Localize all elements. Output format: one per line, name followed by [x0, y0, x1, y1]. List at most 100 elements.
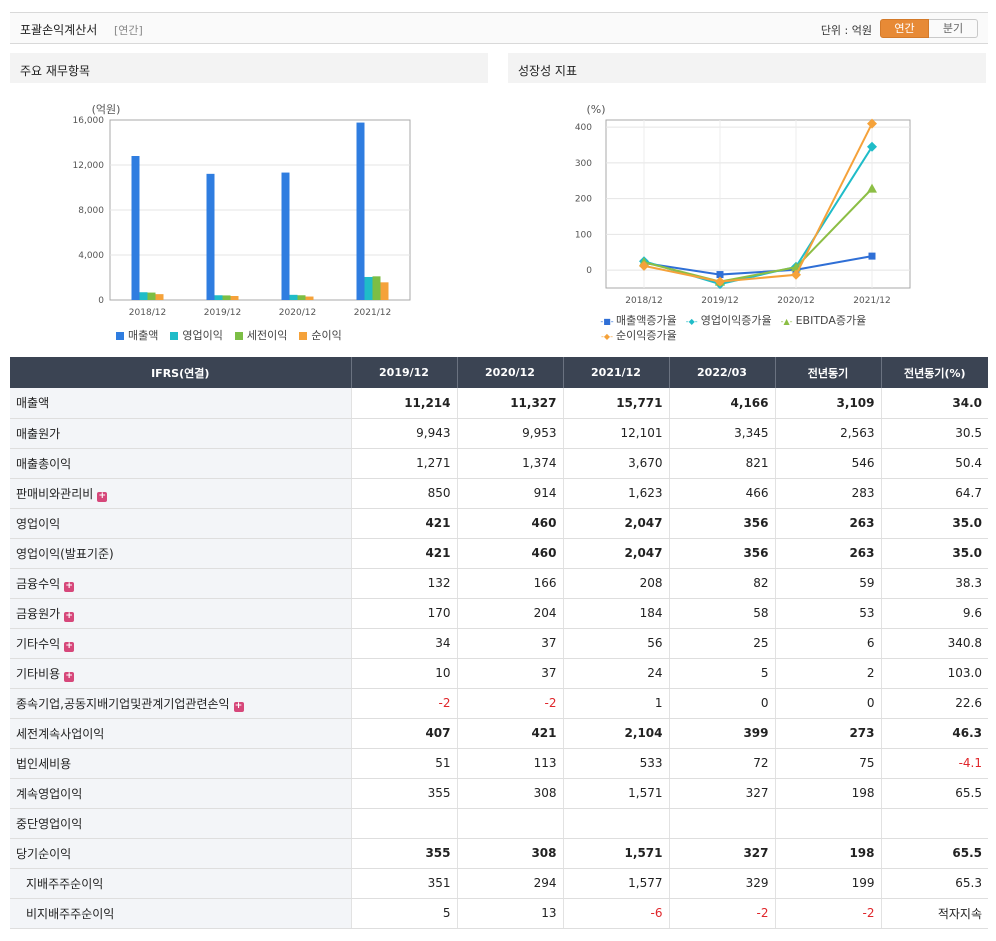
- row-label-text: 금융원가: [16, 606, 61, 621]
- row-label: 매출액: [10, 388, 352, 419]
- x-tick-label: 2021/12: [354, 308, 391, 317]
- table-cell: [351, 808, 458, 839]
- annual-toggle-button[interactable]: 연간: [880, 19, 929, 38]
- table-cell: 50.4: [881, 448, 988, 479]
- legend-swatch: [170, 332, 179, 340]
- x-tick-label: 2020/12: [777, 296, 814, 306]
- x-tick-label: 2018/12: [625, 296, 662, 306]
- expand-plus-icon[interactable]: +: [64, 640, 75, 652]
- legend-swatch: [234, 332, 243, 340]
- table-cell: 1,271: [351, 448, 458, 479]
- growth-line-chart: (%) 0 100 200 300 400 2018/12 2019/12 2020/12 202…: [575, 103, 911, 306]
- legend-item: 매출액: [116, 327, 158, 343]
- table-row: 판매비와관리비 +850 914 1,623 466 283 64.7: [10, 478, 988, 509]
- row-label-text: 기타수익: [16, 636, 61, 651]
- table-cell: 65.5: [881, 778, 988, 809]
- expand-plus-icon[interactable]: +: [233, 700, 244, 712]
- table-row: 계속영업이익 355 308 1,571 327 198 65.5: [10, 778, 988, 809]
- table-cell: 421: [351, 508, 458, 539]
- data-point: [715, 276, 725, 287]
- series-line: [643, 187, 873, 283]
- table-cell: 3,109: [775, 388, 882, 419]
- table-cell: 5: [351, 898, 458, 929]
- expand-plus-icon[interactable]: +: [97, 490, 108, 502]
- row-label-text: 지배주주순이익: [26, 876, 104, 891]
- table-row: 기타수익 +34 37 56 25 6 340.8: [10, 628, 988, 659]
- table-row: 세전계속사업이익 407 421 2,104 399 273 46.3: [10, 718, 988, 749]
- table-row: 매출원가 9,943 9,953 12,101 3,345 2,563 30.5: [10, 418, 988, 449]
- row-label-text: 영업이익: [16, 516, 61, 531]
- bar: [289, 294, 298, 300]
- data-point: [791, 269, 801, 280]
- table-cell: 72: [669, 748, 776, 779]
- table-cell: 15,771: [563, 388, 670, 419]
- table-cell: -2: [457, 688, 564, 719]
- table-cell: 65.5: [881, 838, 988, 869]
- table-row: 비지배주주순이익 5 13 -6 -2 -2 적자지속: [10, 898, 988, 929]
- column-header-period: 2019/12: [351, 357, 458, 388]
- table-cell: -2: [775, 898, 882, 929]
- bar: [297, 295, 306, 300]
- table-cell: 4,166: [669, 388, 776, 419]
- column-header-period: 전년동기(%): [881, 357, 988, 388]
- table-cell: 132: [351, 568, 458, 599]
- table-cell: 11,327: [457, 388, 564, 419]
- legend-item: 순이익: [299, 327, 342, 343]
- table-cell: 208: [563, 568, 670, 599]
- bar: [305, 296, 314, 300]
- table-cell: -4.1: [881, 748, 988, 779]
- row-label: 당기순이익: [10, 838, 352, 869]
- table-cell: 12,101: [563, 418, 670, 449]
- legend-marker-icon: -■-: [600, 317, 614, 326]
- table-cell: 64.7: [881, 478, 988, 509]
- y-tick-label: 0: [98, 296, 104, 306]
- table-cell: 113: [457, 748, 564, 779]
- expand-plus-icon[interactable]: +: [64, 610, 75, 622]
- table-cell: -2: [351, 688, 458, 719]
- table-cell: 75: [775, 748, 882, 779]
- table-cell: 351: [351, 868, 458, 899]
- data-point: [716, 271, 724, 279]
- y-tick-label: 8,000: [78, 206, 104, 216]
- legend-label: 순이익: [311, 329, 342, 342]
- table-cell: 1: [563, 688, 670, 719]
- legend-item: 영업이익: [170, 327, 223, 343]
- row-label-text: 비지배주주순이익: [26, 906, 115, 921]
- table-cell: [775, 808, 882, 839]
- table-cell: 30.5: [881, 418, 988, 449]
- expand-plus-icon[interactable]: +: [64, 670, 75, 682]
- expand-plus-icon[interactable]: +: [64, 580, 75, 592]
- bar: [372, 276, 381, 300]
- row-label: 매출원가: [10, 418, 352, 449]
- y-tick-label: 12,000: [73, 161, 105, 171]
- x-tick-label: 2018/12: [129, 308, 166, 317]
- table-cell: 51: [351, 748, 458, 779]
- unit-label: 단위 : 억원: [820, 24, 872, 37]
- table-cell: 65.3: [881, 868, 988, 899]
- series-line: [643, 255, 873, 276]
- y-tick-label: 400: [575, 123, 592, 133]
- data-point: [639, 260, 649, 271]
- legend-item: -◆- 순이익증가율: [598, 329, 677, 344]
- income-statement-table: IFRS(연결) 2019/12 2020/12 2021/12 2022/03 전년동기…: [10, 357, 988, 929]
- row-label-text: 판매비와관리비: [16, 486, 94, 501]
- table-cell: -2: [669, 898, 776, 929]
- table-cell: 2: [775, 658, 882, 689]
- table-cell: 3,670: [563, 448, 670, 479]
- table-cell: 308: [457, 838, 564, 869]
- bar-chart-legend: 매출액 영업이익 세전이익 순이익: [116, 327, 354, 343]
- table-row: 영업이익(발표기준) 421 460 2,047 356 263 35.0: [10, 538, 988, 569]
- table-cell: 198: [775, 778, 882, 809]
- table-header-row: IFRS(연결) 2019/12 2020/12 2021/12 2022/03 전년동기…: [10, 357, 988, 388]
- table-cell: 199: [775, 868, 882, 899]
- data-point: [867, 118, 877, 129]
- table-cell: 1,623: [563, 478, 670, 509]
- table-cell: 263: [775, 538, 882, 569]
- table-cell: [669, 808, 776, 839]
- table-row: 금융수익 +132 166 208 82 59 38.3: [10, 568, 988, 599]
- quarter-toggle-button[interactable]: 분기: [929, 19, 978, 38]
- row-label: 비지배주주순이익: [10, 898, 352, 929]
- table-cell: 2,047: [563, 508, 670, 539]
- table-cell: 9.6: [881, 598, 988, 629]
- table-cell: 1,374: [457, 448, 564, 479]
